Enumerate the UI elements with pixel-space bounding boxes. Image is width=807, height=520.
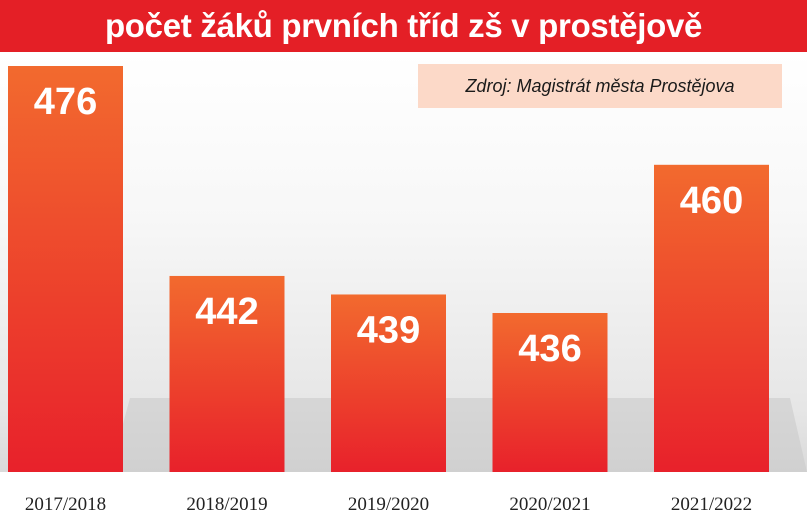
source-text: Zdroj: Magistrát města Prostějova [465, 75, 735, 96]
bar-value-label: 436 [518, 328, 581, 370]
chart-title: počet žáků prvních tříd zš v prostějově [104, 7, 703, 44]
source-box: Zdroj: Magistrát města Prostějova [418, 64, 782, 108]
bar-2021/2022 [654, 164, 769, 473]
x-tick-label: 2018/2019 [186, 494, 267, 515]
bar-2017/2018 [8, 66, 123, 472]
x-tick-label: 2021/2022 [671, 494, 752, 515]
bar-value-label: 439 [357, 309, 420, 351]
bar-value-label: 476 [34, 81, 97, 123]
x-tick-label: 2019/2020 [348, 494, 429, 515]
bar-2018/2019 [169, 275, 285, 472]
title-bar: počet žáků prvních tříd zš v prostějově [0, 0, 807, 52]
bar-value-label: 442 [195, 291, 258, 333]
bar-value-label: 460 [680, 180, 743, 222]
x-tick-label: 2020/2021 [509, 494, 590, 515]
x-tick-label: 2017/2018 [25, 494, 106, 515]
bar-2020/2021 [492, 313, 608, 472]
bar-2019/2020 [331, 294, 446, 472]
